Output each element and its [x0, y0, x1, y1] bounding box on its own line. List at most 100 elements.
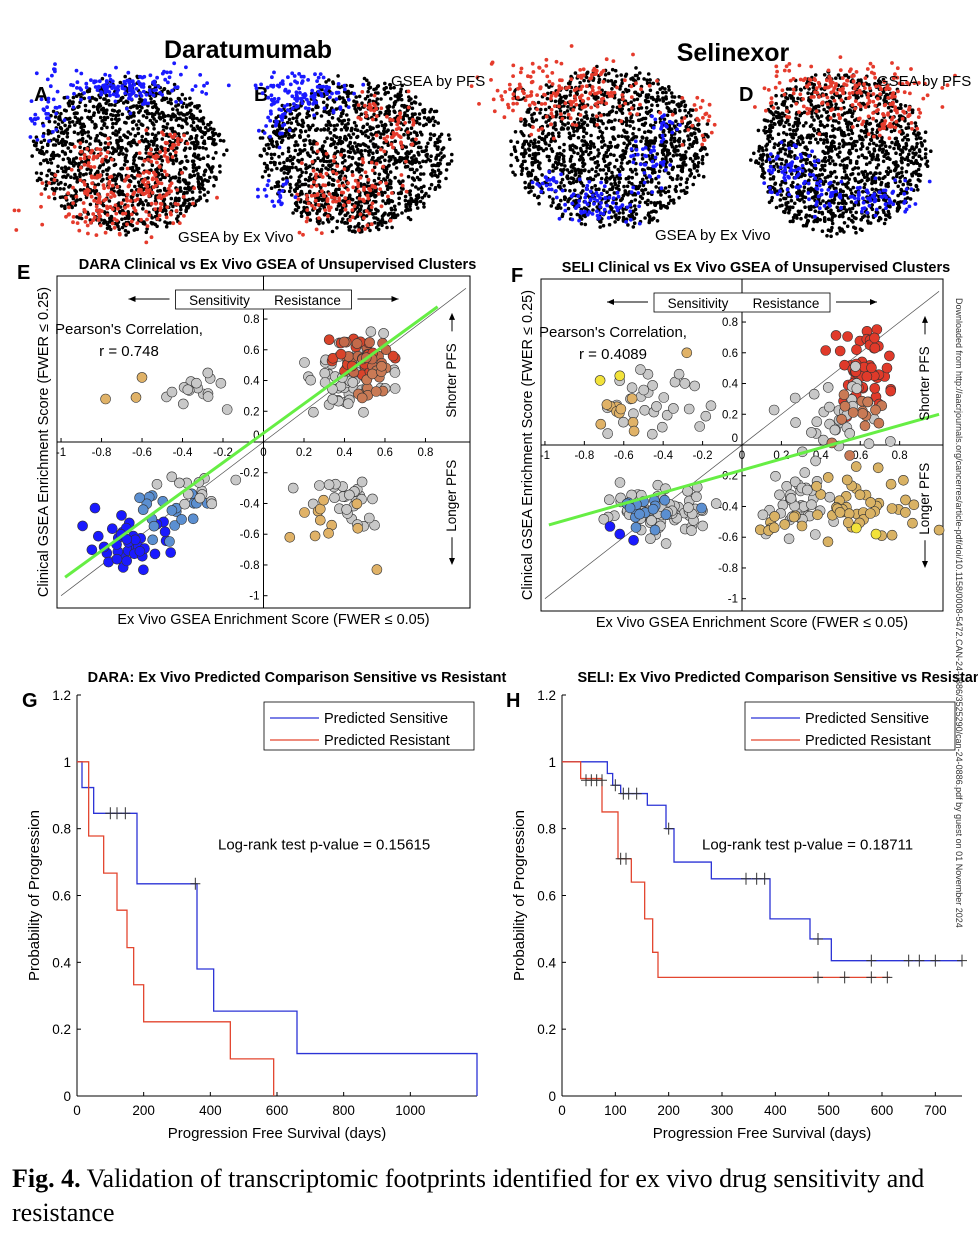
tsne-point	[161, 115, 165, 120]
tsne-point	[63, 204, 67, 209]
tsne-cluster-point	[82, 162, 87, 167]
tsne-point	[599, 176, 604, 181]
tsne-cluster-point	[269, 97, 274, 102]
tsne-point	[625, 130, 629, 135]
tsne-point	[105, 99, 110, 103]
tsne-point	[337, 187, 341, 191]
tsne-point	[649, 95, 653, 100]
tsne-point	[628, 124, 632, 128]
tsne-cluster-point	[491, 97, 496, 102]
tsne-cluster-point	[107, 73, 112, 78]
tsne-cluster-point	[619, 119, 624, 124]
tsne-cluster-point	[170, 155, 175, 159]
tsne-cluster-point	[601, 79, 606, 84]
tsne-point	[293, 143, 297, 148]
tsne-point	[622, 128, 626, 133]
tsne-point	[417, 112, 422, 116]
tsne-point	[526, 110, 531, 114]
tsne-cluster-point	[543, 101, 548, 106]
tsne-point	[562, 94, 567, 99]
tsne-point	[62, 187, 66, 191]
tsne-point	[260, 175, 265, 179]
tsne-point	[71, 196, 76, 201]
tsne-point	[433, 173, 438, 177]
tsne-point	[93, 125, 97, 130]
tsne-cluster-point	[177, 221, 182, 226]
tsne-point	[311, 150, 316, 154]
tsne-point	[389, 96, 393, 101]
tsne-point	[568, 93, 572, 97]
tsne-cluster-point	[623, 101, 628, 106]
tsne-point	[551, 169, 555, 173]
tsne-point	[405, 150, 410, 154]
tsne-point	[557, 203, 561, 207]
tsne-cluster-point	[149, 235, 154, 240]
tsne-point	[175, 108, 179, 112]
tsne-point	[75, 111, 79, 115]
tsne-cluster-point	[103, 197, 108, 202]
tsne-point	[178, 186, 183, 190]
tsne-point	[133, 184, 137, 189]
tsne-cluster-point	[316, 75, 321, 80]
tsne-point	[527, 148, 532, 152]
tsne-cluster-point	[581, 67, 586, 72]
tsne-cluster-point	[404, 189, 409, 194]
tsne-point	[638, 194, 643, 199]
tsne-point	[576, 127, 580, 131]
tsne-cluster-point	[179, 72, 183, 77]
tsne-point	[682, 188, 686, 193]
tsne-cluster-point	[103, 87, 107, 92]
tsne-point	[434, 157, 438, 161]
tsne-cluster-point	[321, 84, 326, 89]
tsne-point	[147, 85, 152, 89]
tsne-point	[72, 130, 77, 134]
tsne-cluster-point	[369, 160, 374, 165]
tsne-point	[667, 88, 671, 92]
tsne-point	[601, 139, 606, 143]
tsne-point	[436, 121, 441, 125]
tsne-point	[206, 190, 210, 195]
tsne-cluster-point	[67, 205, 71, 210]
tsne-cluster-point	[406, 105, 411, 110]
tsne-point	[322, 109, 326, 114]
tsne-point	[632, 221, 637, 225]
tsne-point	[383, 201, 388, 206]
tsne-point	[160, 137, 165, 141]
tsne-cluster-point	[313, 72, 317, 77]
tsne-point	[615, 145, 619, 149]
tsne-cluster-point	[544, 57, 549, 62]
tsne-cluster-point	[364, 110, 368, 115]
tsne-point	[678, 108, 682, 113]
tsne-point	[554, 127, 558, 132]
tsne-cluster-point	[139, 217, 144, 222]
tsne-point	[624, 192, 628, 196]
tsne-point	[272, 160, 276, 165]
tsne-point	[302, 182, 306, 187]
tsne-cluster-point	[566, 112, 571, 117]
tsne-point	[509, 163, 513, 168]
tsne-point	[49, 177, 54, 181]
tsne-point	[560, 214, 565, 219]
tsne-point	[138, 109, 142, 113]
tsne-cluster-point	[700, 142, 705, 147]
tsne-cluster-point	[315, 149, 320, 154]
tsne-point	[53, 120, 57, 124]
tsne-point	[555, 162, 560, 166]
tsne-point	[74, 156, 79, 160]
tsne-point	[336, 74, 340, 78]
tsne-cluster-point	[568, 116, 573, 121]
tsne-cluster-point	[153, 156, 158, 161]
tsne-point	[705, 152, 709, 157]
tsne-point	[662, 204, 666, 208]
tsne-point	[566, 105, 570, 109]
tsne-point	[67, 120, 72, 125]
tsne-point	[310, 147, 314, 151]
tsne-point	[268, 160, 273, 165]
tsne-cluster-point	[508, 87, 512, 92]
tsne-cluster-point	[92, 185, 97, 190]
tsne-point	[563, 196, 568, 200]
tsne-cluster-point	[384, 181, 388, 186]
tsne-point	[105, 222, 110, 227]
tsne-cluster-point	[91, 212, 96, 216]
tsne-point	[399, 93, 403, 98]
